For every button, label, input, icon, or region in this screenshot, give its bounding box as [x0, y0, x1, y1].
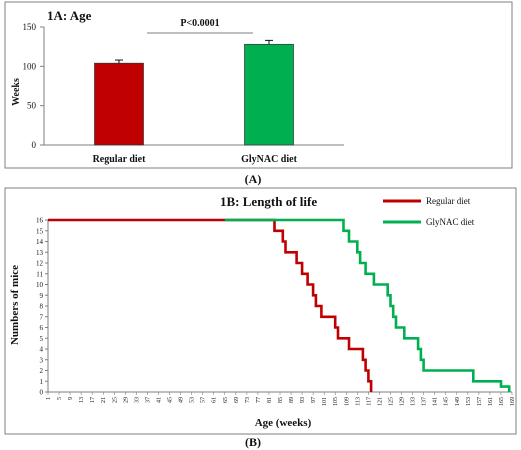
chart-b-x-tick-label: 81: [267, 397, 273, 403]
chart-b-lines: [48, 218, 511, 392]
chart-b-title: 1B: Length of life: [220, 194, 317, 209]
chart-b-y-tick-label: 14: [36, 238, 44, 246]
chart-a-p-value: P<0.0001: [180, 18, 219, 29]
chart-b-y-tick-label: 5: [40, 335, 44, 343]
chart-b-x-axis-label: Age (weeks): [255, 417, 312, 429]
chart-b-y-tick-label: 13: [36, 249, 44, 257]
chart-b-y-tick-label: 16: [36, 217, 44, 225]
chart-b-frame: [4, 187, 517, 435]
chart-b-x-tick-label: 133: [411, 397, 417, 406]
chart-b-x-tick-label: 89: [289, 397, 295, 403]
chart-b-x-tick-label: 49: [179, 397, 185, 403]
chart-b-y-tick-label: 4: [40, 346, 44, 354]
chart-b-x-tick-label: 73: [245, 397, 251, 403]
bar-glynac-diet: [244, 43, 294, 146]
chart-b-x-tick-label: 169: [510, 397, 516, 406]
chart-a-x-tick-label: Regular diet: [93, 154, 147, 165]
series-line-glynac-diet: [224, 218, 511, 392]
chart-b-x-tick-label: 69: [234, 397, 240, 403]
panel-label-a: (A): [245, 172, 262, 186]
chart-b-x-tick-label: 113: [355, 397, 361, 406]
chart-a-axes: 0 50 100 150: [23, 22, 344, 150]
chart-b-x-tick-label: 125: [388, 397, 394, 406]
chart-a: 1A: Age Weeks 0 50 100 150 Regular diet GlyN…: [4, 1, 513, 186]
chart-b-y-tick-label: 2: [40, 367, 44, 375]
series-line-regular-diet: [48, 218, 373, 392]
chart-b-x-tick-label: 29: [123, 397, 129, 403]
chart-b-y-tick-label: 6: [40, 324, 44, 332]
chart-b-x-tick-label: 33: [134, 397, 140, 403]
chart-b-x-tick-label: 21: [101, 397, 107, 403]
chart-b-legend: Regular diet GlyNAC diet: [383, 196, 475, 227]
chart-b-x-tick-label: 153: [466, 397, 472, 406]
chart-b-x-tick-label: 61: [212, 397, 218, 403]
legend-label-regular: Regular diet: [426, 196, 471, 206]
chart-b-x-tick-label: 17: [90, 397, 96, 403]
chart-b-y-tick-label: 7: [40, 313, 44, 321]
chart-a-y-tick-label: 0: [32, 140, 37, 150]
legend-label-glynac: GlyNAC diet: [426, 217, 475, 227]
chart-a-y-tick-label: 100: [23, 61, 37, 71]
panel-label-b: (B): [245, 435, 261, 449]
chart-b-x-tick-label: 109: [344, 397, 350, 406]
chart-b-y-axis-label: Numbers of mice: [9, 265, 21, 345]
chart-b-x-tick-label: 97: [311, 397, 317, 403]
chart-b-y-tick-label: 12: [36, 260, 44, 268]
chart-b-x-tick-label: 165: [499, 397, 505, 406]
chart-b-y-tick-label: 3: [40, 356, 44, 364]
chart-b-y-tick-label: 10: [36, 281, 44, 289]
chart-b-y-tick-label: 1: [40, 378, 44, 386]
chart-b-x-tick-label: 137: [422, 397, 428, 406]
chart-a-y-tick-label: 150: [23, 22, 37, 32]
chart-b-x-tick-label: 121: [377, 397, 383, 406]
chart-a-y-tick-label: 50: [27, 101, 37, 111]
chart-b-x-tick-label: 145: [444, 397, 450, 406]
chart-b-y-tick-label: 8: [40, 303, 44, 311]
chart-a-annotation-group: P<0.0001: [147, 18, 253, 34]
chart-b-x-tick-label: 45: [168, 397, 174, 403]
chart-b-x-tick-label: 161: [488, 397, 494, 406]
chart-b-x-tick-label: 57: [201, 397, 207, 403]
chart-b-y-tick-label: 0: [40, 389, 44, 397]
chart-b-x-tick-label: 77: [256, 397, 262, 403]
chart-b-x-tick-label: 85: [278, 397, 284, 403]
chart-a-y-axis-label: Weeks: [11, 78, 22, 106]
chart-b-x-tick-label: 129: [400, 397, 406, 406]
chart-b-x-tick-label: 101: [322, 397, 328, 406]
chart-b-x-tick-label: 141: [433, 397, 439, 406]
chart-b-x-tick-label: 105: [333, 397, 339, 406]
chart-b-x-tick-label: 117: [366, 397, 372, 406]
chart-b-x-tick-label: 53: [190, 397, 196, 403]
chart-a-title: 1A: Age: [47, 8, 92, 23]
chart-a-bars: Regular diet GlyNAC diet: [93, 39, 298, 165]
chart-b-x-tick-label: 157: [477, 397, 483, 406]
chart-a-x-tick-label: GlyNAC diet: [241, 154, 298, 165]
chart-b-y-tick-label: 11: [36, 270, 43, 278]
chart-b-x-tick-label: 13: [79, 397, 85, 403]
chart-b-x-tick-label: 93: [300, 397, 306, 403]
chart-b-x-tick-label: 1: [46, 397, 52, 400]
chart-b-y-tick-label: 15: [36, 227, 44, 235]
chart-b-x-tick-label: 5: [57, 397, 63, 400]
chart-b-x-tick-label: 25: [112, 397, 118, 403]
chart-b-x-tick-label: 149: [455, 397, 461, 406]
chart-b-y-tick-label: 9: [40, 292, 44, 300]
chart-b-x-tick-label: 9: [68, 397, 74, 400]
chart-b-x-tick-label: 37: [145, 397, 151, 403]
chart-b-x-tick-label: 65: [223, 397, 229, 403]
chart-b-x-tick-label: 41: [156, 397, 162, 403]
